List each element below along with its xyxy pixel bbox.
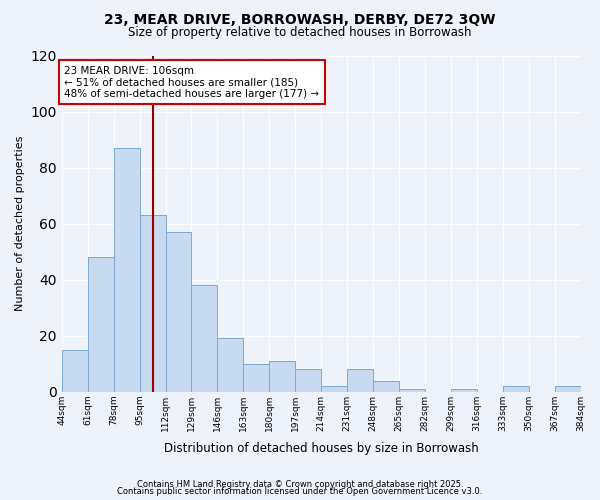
Bar [321,386,347,392]
Bar [451,389,477,392]
Bar [295,370,321,392]
Text: 23, MEAR DRIVE, BORROWASH, DERBY, DE72 3QW: 23, MEAR DRIVE, BORROWASH, DERBY, DE72 3… [104,12,496,26]
Text: Contains public sector information licensed under the Open Government Licence v3: Contains public sector information licen… [118,487,482,496]
Bar [373,380,399,392]
Bar [347,370,373,392]
Bar [166,232,191,392]
Bar [217,338,244,392]
X-axis label: Distribution of detached houses by size in Borrowash: Distribution of detached houses by size … [164,442,479,455]
Bar [88,257,113,392]
Bar [191,286,217,392]
Text: Contains HM Land Registry data © Crown copyright and database right 2025.: Contains HM Land Registry data © Crown c… [137,480,463,489]
Bar [113,148,140,392]
Bar [399,389,425,392]
Bar [554,386,581,392]
Y-axis label: Number of detached properties: Number of detached properties [15,136,25,312]
Text: 23 MEAR DRIVE: 106sqm
← 51% of detached houses are smaller (185)
48% of semi-det: 23 MEAR DRIVE: 106sqm ← 51% of detached … [64,66,320,99]
Bar [269,361,295,392]
Bar [62,350,88,392]
Bar [244,364,269,392]
Bar [503,386,529,392]
Text: Size of property relative to detached houses in Borrowash: Size of property relative to detached ho… [128,26,472,39]
Bar [140,215,166,392]
